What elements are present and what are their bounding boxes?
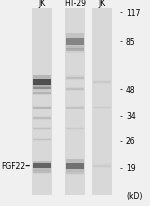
Text: 26: 26 (126, 137, 136, 146)
Bar (33, 106, 51, 107)
Bar (93, 108, 111, 109)
Bar (93, 164, 111, 165)
Text: JK: JK (38, 0, 46, 8)
Bar (66, 77, 84, 79)
Bar (93, 107, 111, 108)
Bar (92, 9, 112, 195)
Bar (33, 119, 51, 120)
Bar (93, 82, 111, 83)
Bar (33, 76, 51, 79)
Text: 48: 48 (126, 85, 136, 94)
Bar (33, 93, 51, 95)
Bar (66, 127, 84, 128)
Text: 19: 19 (126, 163, 136, 172)
Bar (66, 46, 84, 50)
Bar (33, 173, 51, 174)
Bar (65, 9, 85, 195)
Bar (33, 109, 51, 110)
Bar (33, 128, 51, 130)
Bar (32, 9, 52, 195)
Bar (66, 76, 84, 77)
Bar (66, 89, 84, 91)
Bar (33, 79, 51, 85)
Bar (33, 87, 51, 90)
Bar (66, 52, 84, 54)
Bar (33, 171, 51, 173)
Bar (33, 117, 51, 118)
Text: (kD): (kD) (126, 191, 142, 200)
Bar (33, 139, 51, 141)
Bar (66, 49, 84, 52)
Bar (33, 168, 51, 171)
Bar (66, 34, 84, 39)
Text: HT-29: HT-29 (64, 0, 86, 8)
Text: 117: 117 (126, 9, 140, 18)
Bar (66, 174, 84, 175)
Bar (33, 161, 51, 164)
Bar (66, 107, 84, 109)
Bar (33, 107, 51, 109)
Bar (33, 170, 51, 171)
Text: 34: 34 (126, 112, 136, 121)
Bar (66, 172, 84, 173)
Text: JK: JK (98, 0, 106, 8)
Bar (66, 79, 84, 81)
Bar (66, 128, 84, 130)
Bar (66, 39, 84, 46)
Bar (66, 87, 84, 89)
Bar (66, 109, 84, 110)
Bar (93, 81, 111, 82)
Bar (93, 167, 111, 168)
Text: 85: 85 (126, 38, 136, 47)
Bar (93, 83, 111, 84)
Bar (33, 141, 51, 142)
Bar (33, 127, 51, 128)
Bar (66, 106, 84, 107)
Bar (33, 86, 51, 87)
Bar (33, 92, 51, 93)
Bar (66, 169, 84, 172)
Bar (66, 173, 84, 174)
Bar (66, 163, 84, 169)
Bar (33, 95, 51, 96)
Bar (33, 90, 51, 91)
Bar (33, 138, 51, 139)
Bar (33, 164, 51, 168)
Bar (66, 159, 84, 163)
Bar (33, 85, 51, 89)
Bar (33, 118, 51, 119)
Bar (93, 109, 111, 110)
Bar (66, 47, 84, 49)
Bar (93, 165, 111, 167)
Bar (66, 91, 84, 92)
Text: FGF22: FGF22 (1, 161, 25, 170)
